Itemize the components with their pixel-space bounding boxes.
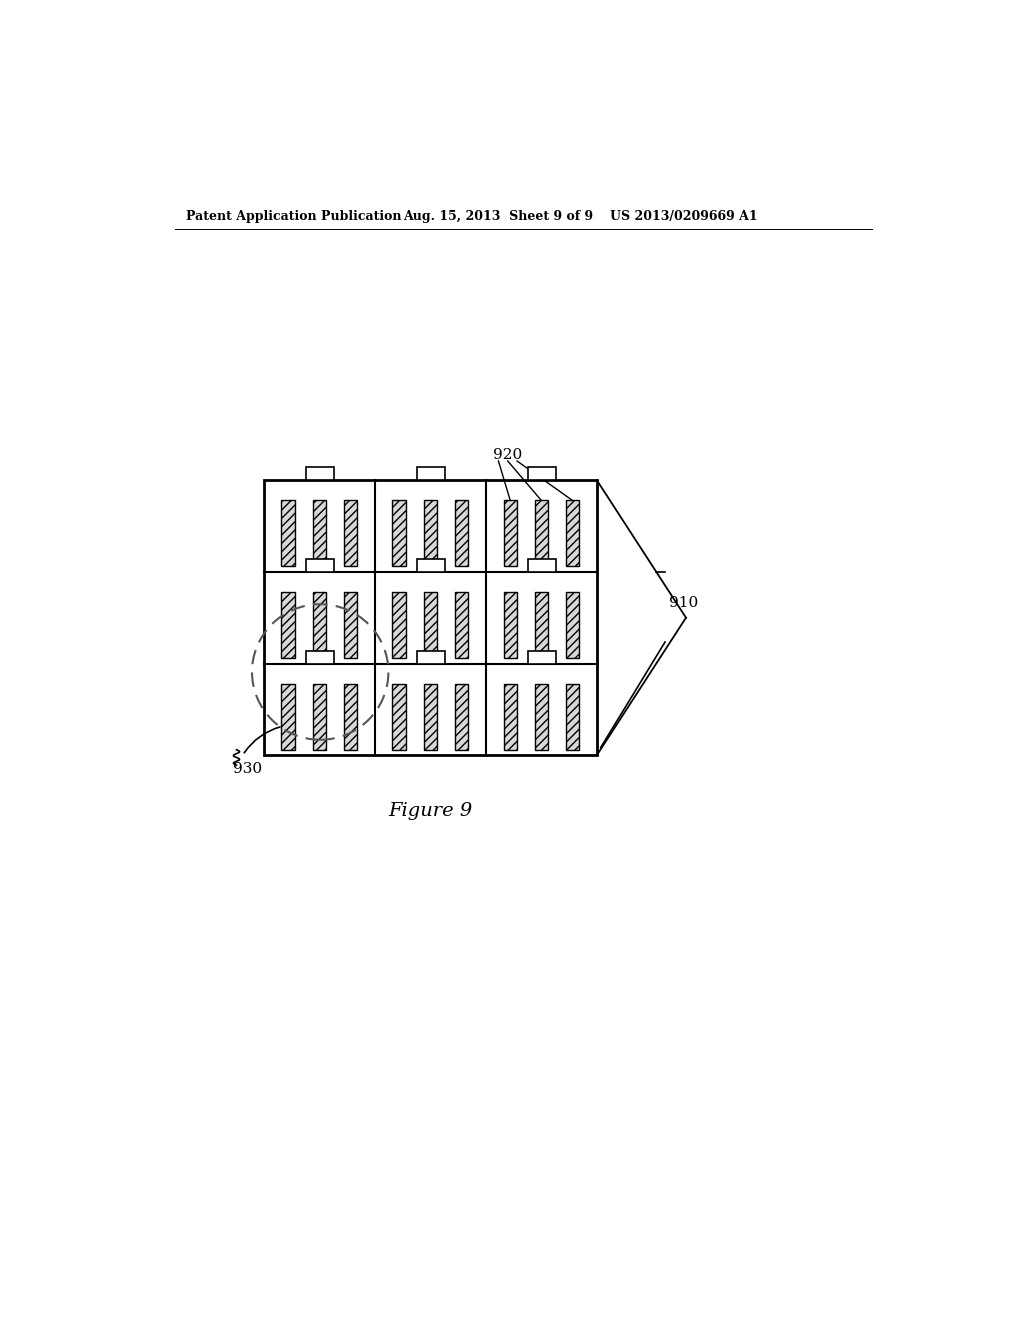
Bar [535, 684, 548, 750]
Bar [455, 593, 468, 659]
Bar [528, 467, 556, 480]
Text: 910: 910 [669, 597, 698, 610]
Bar [392, 684, 406, 750]
Bar [504, 500, 517, 566]
Bar [263, 480, 597, 755]
Text: US 2013/0209669 A1: US 2013/0209669 A1 [610, 210, 758, 223]
Bar [528, 651, 556, 664]
Bar [344, 593, 357, 659]
Bar [455, 500, 468, 566]
Text: 930: 930 [233, 762, 262, 776]
Bar [306, 560, 334, 572]
Bar [424, 500, 437, 566]
Bar [455, 684, 468, 750]
Bar [535, 593, 548, 659]
Bar [566, 500, 580, 566]
Bar [282, 500, 295, 566]
Text: Patent Application Publication: Patent Application Publication [186, 210, 401, 223]
Bar [282, 684, 295, 750]
Bar [504, 593, 517, 659]
Bar [344, 684, 357, 750]
Bar [417, 651, 444, 664]
Text: 920: 920 [494, 447, 522, 462]
Bar [535, 500, 548, 566]
Bar [566, 684, 580, 750]
Bar [424, 593, 437, 659]
Bar [306, 467, 334, 480]
Text: Aug. 15, 2013  Sheet 9 of 9: Aug. 15, 2013 Sheet 9 of 9 [403, 210, 593, 223]
Bar [312, 684, 326, 750]
Bar [504, 684, 517, 750]
Bar [417, 467, 444, 480]
Bar [392, 500, 406, 566]
Text: Figure 9: Figure 9 [388, 803, 472, 820]
Bar [312, 500, 326, 566]
Bar [312, 593, 326, 659]
Bar [392, 593, 406, 659]
Bar [417, 560, 444, 572]
Bar [344, 500, 357, 566]
Bar [528, 560, 556, 572]
Bar [566, 593, 580, 659]
Bar [282, 593, 295, 659]
Bar [424, 684, 437, 750]
Bar [306, 651, 334, 664]
